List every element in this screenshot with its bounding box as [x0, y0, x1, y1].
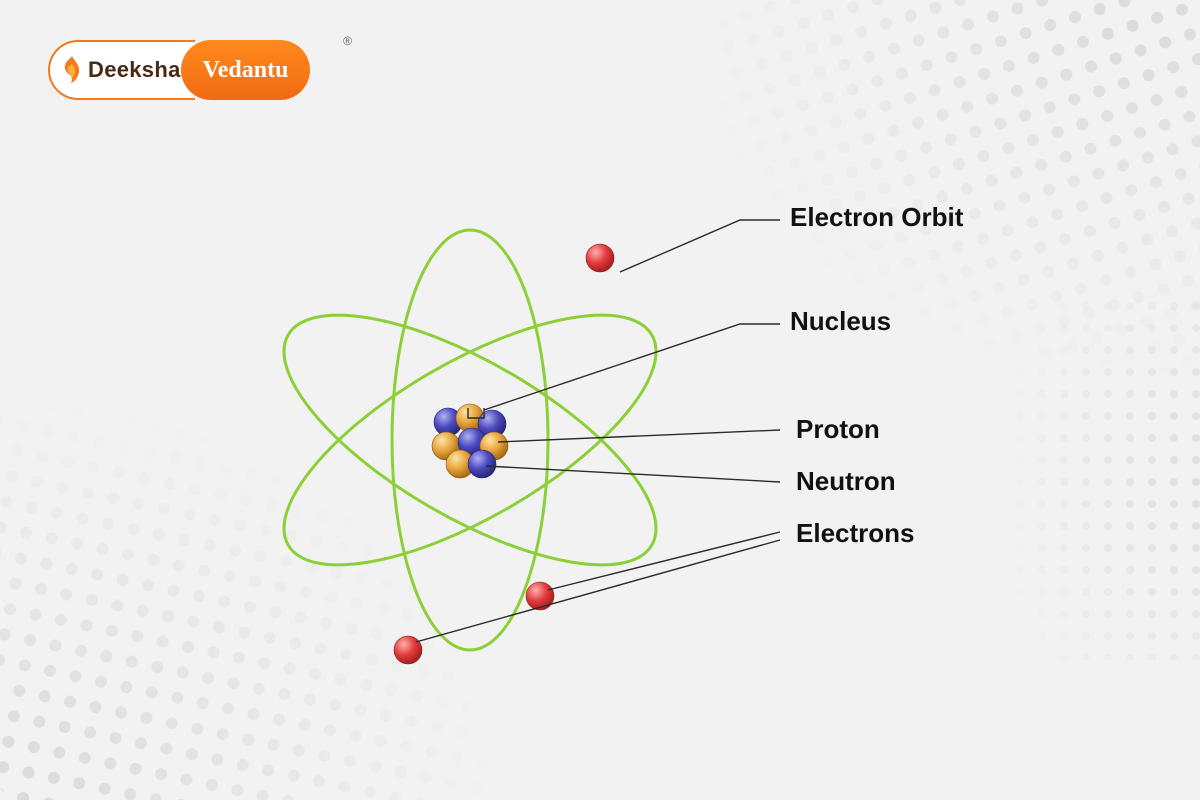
label-electron-orbit: Electron Orbit [790, 202, 963, 233]
atom-diagram [0, 0, 1200, 800]
label-proton: Proton [796, 414, 880, 445]
label-neutron: Neutron [796, 466, 896, 497]
electron-particle [526, 582, 554, 610]
label-nucleus: Nucleus [790, 306, 891, 337]
card: Deeksha Vedantu ® [0, 0, 1200, 800]
electron-particle [394, 636, 422, 664]
logo-right-text: Vedantu [203, 57, 289, 84]
logo-right-pill: Vedantu [181, 40, 311, 100]
electron-particle [586, 244, 614, 272]
label-electrons: Electrons [796, 518, 915, 549]
